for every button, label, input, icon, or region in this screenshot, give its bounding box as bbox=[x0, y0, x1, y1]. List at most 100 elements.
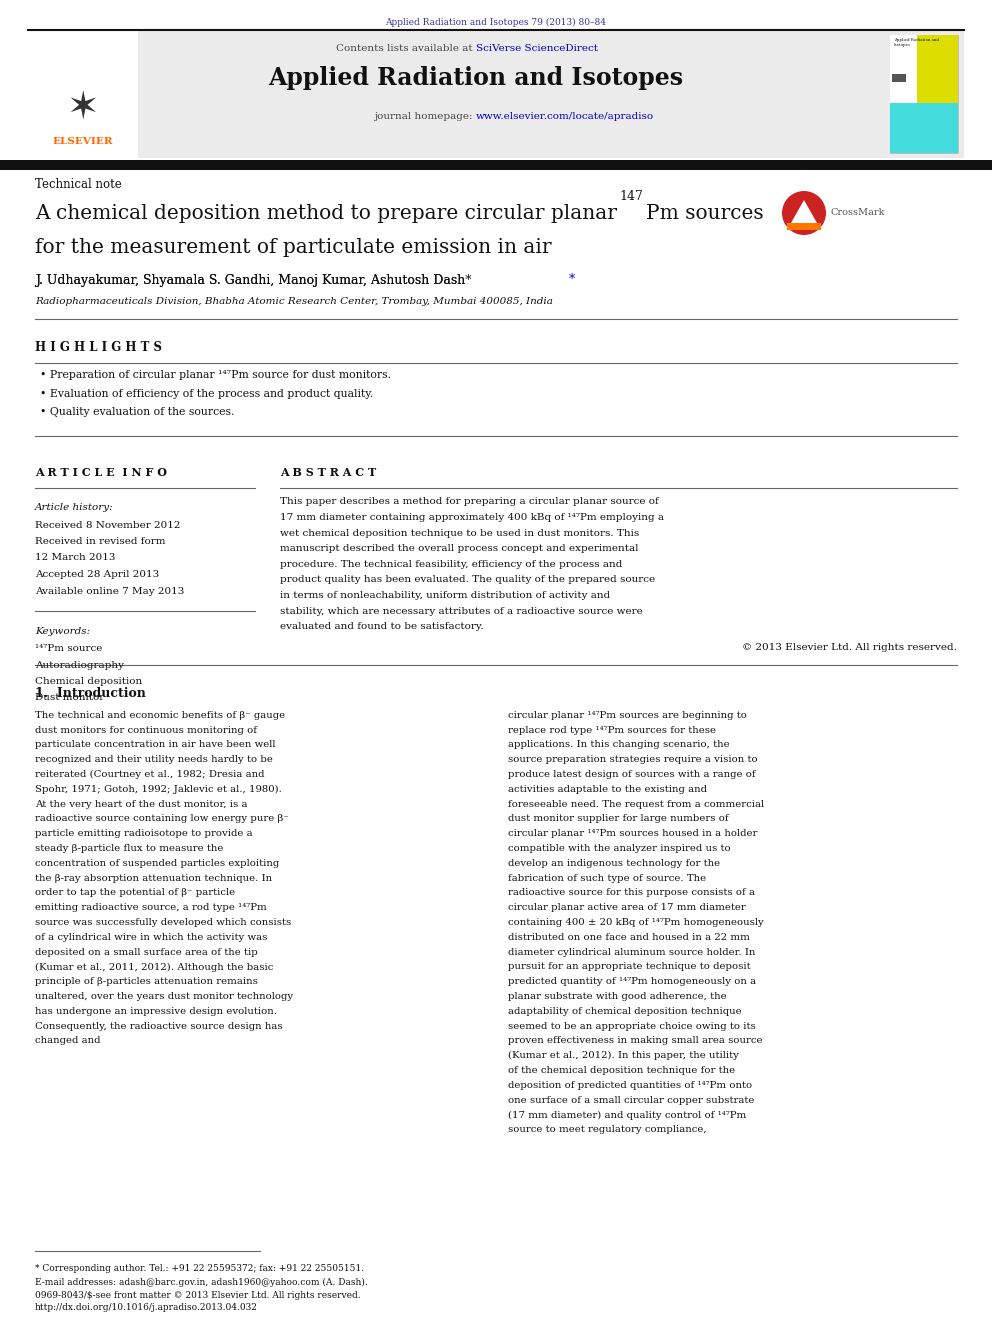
Text: containing 400 ± 20 kBq of ¹⁴⁷Pm homogeneously: containing 400 ± 20 kBq of ¹⁴⁷Pm homogen… bbox=[508, 918, 764, 927]
Text: (17 mm diameter) and quality control of ¹⁴⁷Pm: (17 mm diameter) and quality control of … bbox=[508, 1110, 746, 1119]
Text: of a cylindrical wire in which the activity was: of a cylindrical wire in which the activ… bbox=[35, 933, 268, 942]
Bar bbox=[918, 34, 958, 103]
Text: E-mail addresses: adash@barc.gov.in, adash1960@yahoo.com (A. Dash).: E-mail addresses: adash@barc.gov.in, ada… bbox=[35, 1278, 368, 1287]
Text: replace rod type ¹⁴⁷Pm sources for these: replace rod type ¹⁴⁷Pm sources for these bbox=[508, 726, 716, 734]
Text: Available online 7 May 2013: Available online 7 May 2013 bbox=[35, 586, 185, 595]
Text: www.elsevier.com/locate/apradiso: www.elsevier.com/locate/apradiso bbox=[476, 112, 654, 120]
Text: has undergone an impressive design evolution.: has undergone an impressive design evolu… bbox=[35, 1007, 277, 1016]
Text: for the measurement of particulate emission in air: for the measurement of particulate emiss… bbox=[35, 238, 552, 257]
Text: diameter cylindrical aluminum source holder. In: diameter cylindrical aluminum source hol… bbox=[508, 947, 755, 957]
Text: Radiopharmaceuticals Division, Bhabha Atomic Research Center, Trombay, Mumbai 40: Radiopharmaceuticals Division, Bhabha At… bbox=[35, 296, 553, 306]
Text: *: * bbox=[568, 273, 574, 286]
Text: Contents lists available at: Contents lists available at bbox=[336, 44, 476, 53]
Text: applications. In this changing scenario, the: applications. In this changing scenario,… bbox=[508, 741, 730, 750]
Text: Applied Radiation and Isotopes 79 (2013) 80–84: Applied Radiation and Isotopes 79 (2013)… bbox=[386, 19, 606, 28]
Text: reiterated (Courtney et al., 1982; Dresia and: reiterated (Courtney et al., 1982; Dresi… bbox=[35, 770, 265, 779]
Text: steady β-particle flux to measure the: steady β-particle flux to measure the bbox=[35, 844, 223, 853]
Text: 17 mm diameter containing approximately 400 kBq of ¹⁴⁷Pm employing a: 17 mm diameter containing approximately … bbox=[280, 513, 664, 523]
Text: Autoradiography: Autoradiography bbox=[35, 660, 124, 669]
Text: emitting radioactive source, a rod type ¹⁴⁷Pm: emitting radioactive source, a rod type … bbox=[35, 904, 267, 913]
Text: Consequently, the radioactive source design has: Consequently, the radioactive source des… bbox=[35, 1021, 283, 1031]
Text: • Quality evaluation of the sources.: • Quality evaluation of the sources. bbox=[40, 407, 234, 417]
Text: one surface of a small circular copper substrate: one surface of a small circular copper s… bbox=[508, 1095, 754, 1105]
Text: ELSEVIER: ELSEVIER bbox=[53, 138, 113, 146]
Text: deposited on a small surface area of the tip: deposited on a small surface area of the… bbox=[35, 947, 258, 957]
Text: (Kumar et al., 2011, 2012). Although the basic: (Kumar et al., 2011, 2012). Although the… bbox=[35, 963, 274, 971]
Text: unaltered, over the years dust monitor technology: unaltered, over the years dust monitor t… bbox=[35, 992, 293, 1002]
Text: ✶: ✶ bbox=[66, 89, 99, 127]
Bar bbox=[890, 103, 958, 153]
Text: • Evaluation of efficiency of the process and product quality.: • Evaluation of efficiency of the proces… bbox=[40, 389, 373, 398]
Text: manuscript described the overall process concept and experimental: manuscript described the overall process… bbox=[280, 544, 639, 553]
Text: procedure. The technical feasibility, efficiency of the process and: procedure. The technical feasibility, ef… bbox=[280, 560, 622, 569]
Text: concentration of suspended particles exploiting: concentration of suspended particles exp… bbox=[35, 859, 280, 868]
Text: At the very heart of the dust monitor, is a: At the very heart of the dust monitor, i… bbox=[35, 799, 247, 808]
Bar bbox=[787, 224, 821, 230]
Text: Technical note: Technical note bbox=[35, 179, 122, 191]
Text: • Preparation of circular planar ¹⁴⁷Pm source for dust monitors.: • Preparation of circular planar ¹⁴⁷Pm s… bbox=[40, 370, 391, 380]
Text: pursuit for an appropriate technique to deposit: pursuit for an appropriate technique to … bbox=[508, 963, 751, 971]
Text: develop an indigenous technology for the: develop an indigenous technology for the bbox=[508, 859, 720, 868]
Text: 147: 147 bbox=[619, 191, 643, 202]
Text: A R T I C L E  I N F O: A R T I C L E I N F O bbox=[35, 467, 167, 479]
Bar bbox=[890, 34, 918, 103]
Text: fabrication of such type of source. The: fabrication of such type of source. The bbox=[508, 873, 706, 882]
Text: 12 March 2013: 12 March 2013 bbox=[35, 553, 115, 562]
Text: activities adaptable to the existing and: activities adaptable to the existing and bbox=[508, 785, 707, 794]
Text: stability, which are necessary attributes of a radioactive source were: stability, which are necessary attribute… bbox=[280, 607, 643, 615]
Text: produce latest design of sources with a range of: produce latest design of sources with a … bbox=[508, 770, 756, 779]
Text: (Kumar et al., 2012). In this paper, the utility: (Kumar et al., 2012). In this paper, the… bbox=[508, 1052, 739, 1061]
Text: Dust monitor: Dust monitor bbox=[35, 693, 104, 703]
Text: changed and: changed and bbox=[35, 1036, 100, 1045]
Text: predicted quantity of ¹⁴⁷Pm homogeneously on a: predicted quantity of ¹⁴⁷Pm homogeneousl… bbox=[508, 978, 756, 987]
Text: compatible with the analyzer inspired us to: compatible with the analyzer inspired us… bbox=[508, 844, 731, 853]
Text: particulate concentration in air have been well: particulate concentration in air have be… bbox=[35, 741, 276, 750]
Text: This paper describes a method for preparing a circular planar source of: This paper describes a method for prepar… bbox=[280, 497, 659, 507]
Text: circular planar ¹⁴⁷Pm sources housed in a holder: circular planar ¹⁴⁷Pm sources housed in … bbox=[508, 830, 757, 839]
Text: Received in revised form: Received in revised form bbox=[35, 537, 166, 546]
Text: H I G H L I G H T S: H I G H L I G H T S bbox=[35, 341, 162, 355]
Text: of the chemical deposition technique for the: of the chemical deposition technique for… bbox=[508, 1066, 735, 1076]
Text: the β-ray absorption attenuation technique. In: the β-ray absorption attenuation techniq… bbox=[35, 873, 272, 882]
Text: Applied Radiation and
Isotopes: Applied Radiation and Isotopes bbox=[894, 38, 939, 46]
Bar bbox=[28, 30, 138, 157]
Text: order to tap the potential of β⁻ particle: order to tap the potential of β⁻ particl… bbox=[35, 889, 235, 897]
Text: in terms of nonleachability, uniform distribution of activity and: in terms of nonleachability, uniform dis… bbox=[280, 591, 610, 601]
Text: A chemical deposition method to prepare circular planar: A chemical deposition method to prepare … bbox=[35, 204, 623, 224]
Text: wet chemical deposition technique to be used in dust monitors. This: wet chemical deposition technique to be … bbox=[280, 529, 639, 537]
Text: © 2013 Elsevier Ltd. All rights reserved.: © 2013 Elsevier Ltd. All rights reserved… bbox=[742, 643, 957, 652]
Text: recognized and their utility needs hardly to be: recognized and their utility needs hardl… bbox=[35, 755, 273, 765]
Text: Chemical deposition: Chemical deposition bbox=[35, 677, 142, 687]
Text: ¹⁴⁷Pm source: ¹⁴⁷Pm source bbox=[35, 644, 102, 654]
Text: Spohr, 1971; Gotoh, 1992; Jaklevic et al., 1980).: Spohr, 1971; Gotoh, 1992; Jaklevic et al… bbox=[35, 785, 282, 794]
Bar bbox=[0, 160, 992, 169]
Text: 0969-8043/$-see front matter © 2013 Elsevier Ltd. All rights reserved.: 0969-8043/$-see front matter © 2013 Else… bbox=[35, 1291, 361, 1301]
Text: dust monitor supplier for large numbers of: dust monitor supplier for large numbers … bbox=[508, 815, 729, 823]
Text: Pm sources: Pm sources bbox=[646, 204, 764, 224]
Text: Keywords:: Keywords: bbox=[35, 627, 90, 636]
Text: particle emitting radioisotope to provide a: particle emitting radioisotope to provid… bbox=[35, 830, 253, 839]
Text: journal homepage:: journal homepage: bbox=[374, 112, 476, 120]
Bar bbox=[892, 74, 906, 82]
Text: source to meet regulatory compliance,: source to meet regulatory compliance, bbox=[508, 1126, 706, 1134]
Text: J. Udhayakumar, Shyamala S. Gandhi, Manoj Kumar, Ashutosh Dash: J. Udhayakumar, Shyamala S. Gandhi, Mano… bbox=[35, 274, 465, 287]
Text: radioactive source containing low energy pure β⁻: radioactive source containing low energy… bbox=[35, 815, 289, 823]
Circle shape bbox=[782, 191, 826, 235]
Text: J. Udhayakumar, Shyamala S. Gandhi, Manoj Kumar, Ashutosh Dash*: J. Udhayakumar, Shyamala S. Gandhi, Mano… bbox=[35, 274, 471, 287]
Text: adaptability of chemical deposition technique: adaptability of chemical deposition tech… bbox=[508, 1007, 742, 1016]
Bar bbox=[890, 34, 958, 153]
Bar bbox=[28, 30, 964, 157]
Text: proven effectiveness in making small area source: proven effectiveness in making small are… bbox=[508, 1036, 763, 1045]
Text: source was successfully developed which consists: source was successfully developed which … bbox=[35, 918, 292, 927]
Text: Article history:: Article history: bbox=[35, 504, 114, 512]
Text: CrossMark: CrossMark bbox=[830, 209, 885, 217]
Text: principle of β-particles attenuation remains: principle of β-particles attenuation rem… bbox=[35, 978, 258, 987]
Text: 1.  Introduction: 1. Introduction bbox=[35, 687, 146, 700]
Text: radioactive source for this purpose consists of a: radioactive source for this purpose cons… bbox=[508, 889, 755, 897]
Text: source preparation strategies require a vision to: source preparation strategies require a … bbox=[508, 755, 758, 765]
Text: seemed to be an appropriate choice owing to its: seemed to be an appropriate choice owing… bbox=[508, 1021, 756, 1031]
Text: dust monitors for continuous monitoring of: dust monitors for continuous monitoring … bbox=[35, 726, 257, 734]
Text: deposition of predicted quantities of ¹⁴⁷Pm onto: deposition of predicted quantities of ¹⁴… bbox=[508, 1081, 752, 1090]
Text: planar substrate with good adherence, the: planar substrate with good adherence, th… bbox=[508, 992, 726, 1002]
Text: Accepted 28 April 2013: Accepted 28 April 2013 bbox=[35, 570, 160, 579]
